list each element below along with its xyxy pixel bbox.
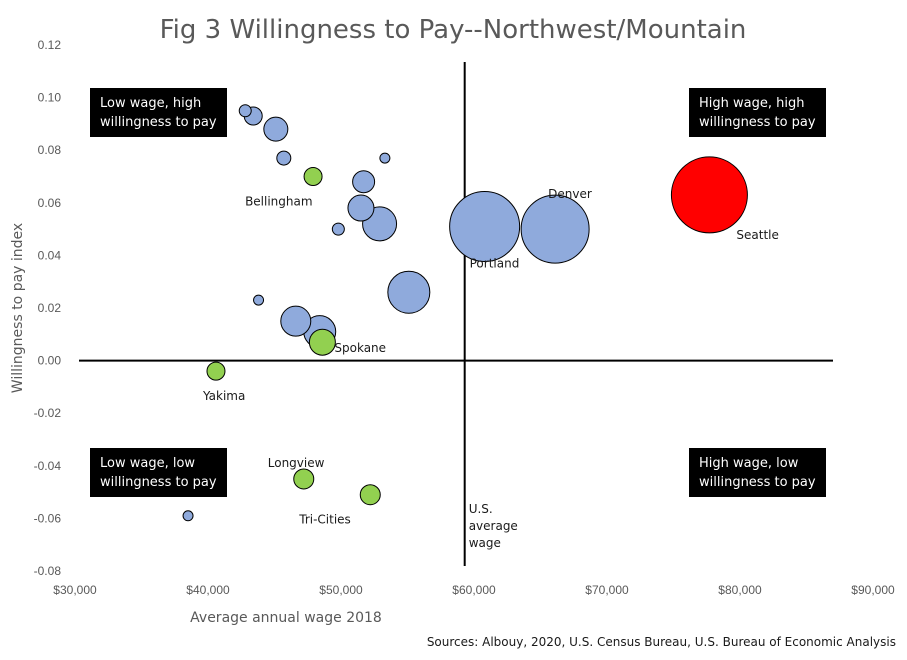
quadrant-label-top-left: Low wage, high willingness to pay [90,88,227,137]
chart-title: Fig 3 Willingness to Pay--Northwest/Moun… [160,15,747,45]
bubble-denver [520,194,590,264]
bubble-portland [449,190,521,262]
y-tick-label: 0.00 [38,354,62,368]
y-tick-label: 0.04 [38,248,62,262]
x-tick-label: $50,000 [319,583,363,597]
quadrant-label-box [689,88,826,137]
bubble [331,222,345,236]
bubble-labels: Bellingham Portland Denver Seattle Spokane Ya… [202,187,779,527]
y-axis-ticks: -0.08 -0.06 -0.04 -0.02 0.00 0.02 0.04 0.06 0.08… [34,38,62,578]
x-tick-label: $60,000 [452,583,496,597]
x-tick-label: $40,000 [186,583,230,597]
bubble-label-spokane: Spokane [334,341,386,355]
bubble [379,152,391,164]
us-average-wage-label: average [469,519,518,533]
y-tick-label: -0.08 [34,564,62,578]
x-tick-label: $30,000 [53,583,97,597]
bubble [387,270,431,314]
bubble [253,294,265,306]
y-tick-label: 0.12 [38,38,62,52]
y-axis-title: Willingness to pay index [10,223,26,393]
bubble [238,104,252,118]
bubble [276,150,292,166]
y-tick-label: 0.06 [38,196,62,210]
quadrant-label-text: Low wage, low [100,456,195,471]
bubbles [182,104,748,522]
y-tick-label: -0.06 [34,511,62,525]
bubble-longview [293,468,315,490]
quadrant-label-text: High wage, high [699,96,804,111]
bubble [182,510,194,522]
bubble-label-tri-cities: Tri-Cities [298,513,351,527]
x-tick-label: $90,000 [851,583,895,597]
bubble-label-seattle: Seattle [736,228,778,242]
x-axis-title: Average annual wage 2018 [190,610,382,626]
axes [79,62,833,566]
bubble-tri-cities [359,484,381,506]
y-tick-label: -0.04 [34,459,62,473]
bubble [280,305,312,337]
source-note: Sources: Albouy, 2020, U.S. Census Burea… [427,635,896,649]
bubble-label-bellingham: Bellingham [245,195,313,209]
quadrant-label-box [90,448,227,497]
x-axis-ticks: $30,000 $40,000 $50,000 $60,000 $70,000 $80,0… [53,583,895,597]
bubble [352,170,376,194]
quadrant-label-bottom-right: High wage, low willingness to pay [689,448,826,497]
us-average-wage-annotation: U.S. average wage [469,502,518,550]
quadrant-label-top-right: High wage, high willingness to pay [689,88,826,137]
x-tick-label: $70,000 [585,583,629,597]
quadrant-label-text: willingness to pay [699,115,816,130]
bubble-seattle [670,156,748,234]
quadrant-label-text: willingness to pay [100,475,217,490]
quadrant-label-text: willingness to pay [699,475,816,490]
y-tick-label: 0.10 [38,91,62,105]
bubble-label-yakima: Yakima [202,389,245,403]
y-tick-label: 0.02 [38,301,62,315]
y-tick-label: -0.02 [34,406,62,420]
bubble [347,194,375,222]
bubble-label-denver: Denver [548,187,592,201]
y-tick-label: 0.08 [38,143,62,157]
us-average-wage-label: wage [469,536,501,550]
quadrant-label-text: willingness to pay [100,115,217,130]
quadrant-label-text: High wage, low [699,456,799,471]
bubble [263,116,289,142]
quadrant-label-text: Low wage, high [100,96,201,111]
x-tick-label: $80,000 [718,583,762,597]
us-average-wage-label: U.S. [469,502,493,516]
bubble-label-longview: Longview [268,456,325,470]
bubble-bellingham [303,167,323,186]
bubble-spokane [308,328,336,356]
bubble-yakima [206,361,226,381]
quadrant-label-box [90,88,227,137]
quadrant-label-bottom-left: Low wage, low willingness to pay [90,448,227,497]
bubble-label-portland: Portland [470,256,520,270]
quadrant-label-box [689,448,826,497]
